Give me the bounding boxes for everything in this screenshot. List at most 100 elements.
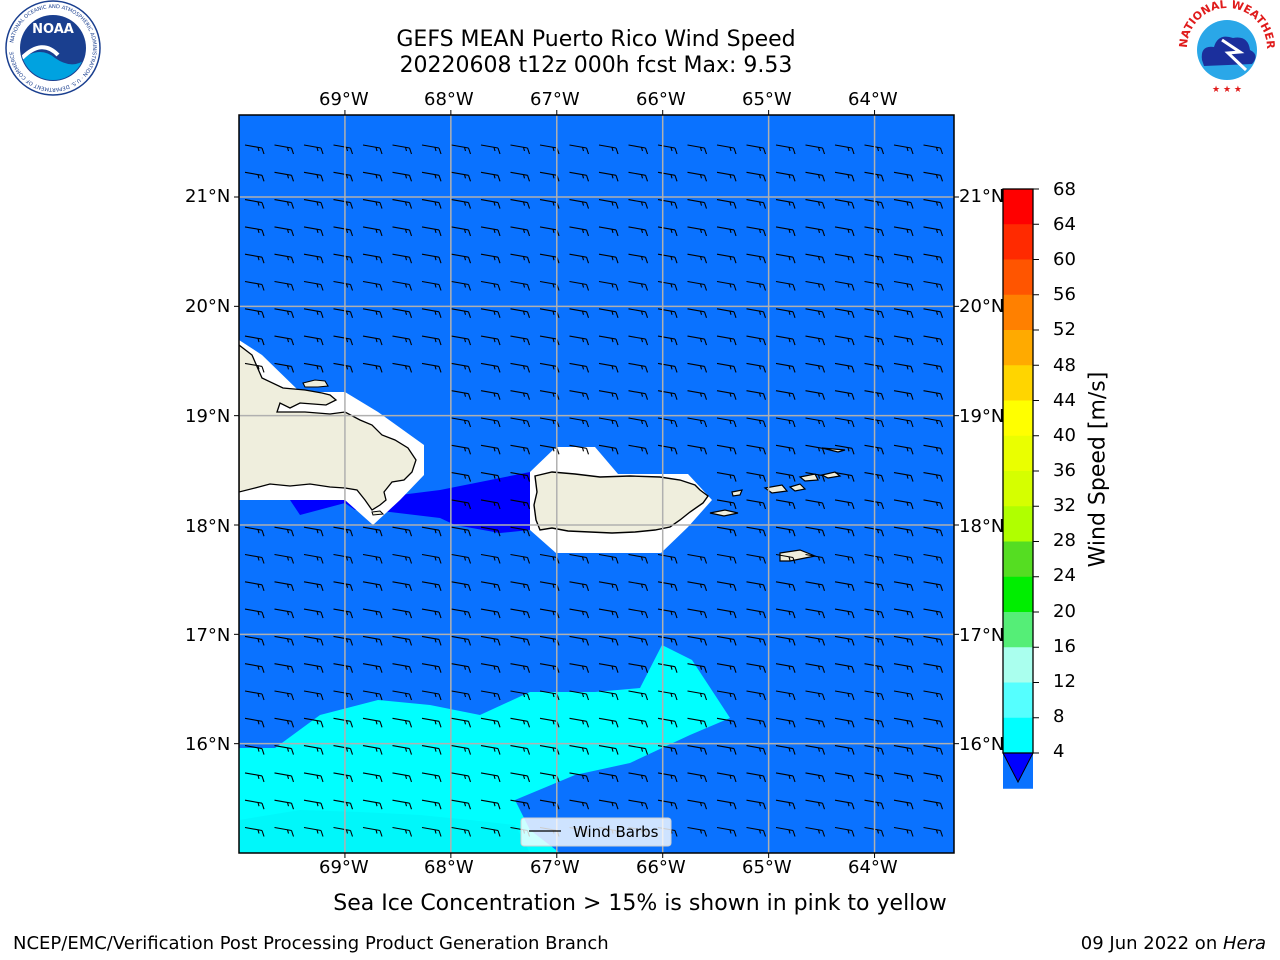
wind-barb [598, 608, 619, 619]
lat-label-left: 18°N [185, 516, 231, 537]
wind-barb [657, 335, 678, 346]
lon-label-bottom: 65°W [742, 857, 792, 878]
colorbar-swatch [1003, 717, 1033, 754]
wind-barb [834, 199, 855, 209]
wind-barb [657, 199, 678, 209]
wind-barb [451, 280, 472, 291]
wind-barb [716, 417, 737, 428]
wind-barb [362, 608, 383, 619]
colorbar-swatch [1003, 224, 1033, 260]
wind-barb [687, 745, 708, 755]
wind-barb [805, 444, 826, 455]
wind-barb [569, 608, 590, 619]
wind-barb [628, 581, 649, 591]
wind-barb [303, 308, 324, 318]
wind-barb [657, 745, 678, 755]
wind-barb [480, 144, 501, 155]
svg-text:NATIONAL WEATHER SERVICE: NATIONAL WEATHER SERVICE [0, 0, 1277, 50]
wind-barb [775, 171, 796, 182]
wind-barb [569, 144, 590, 155]
wind-barb [569, 171, 590, 182]
wind-barb [805, 499, 826, 510]
wind-barb [687, 444, 708, 455]
wind-barb [628, 717, 649, 728]
wind-barb [923, 772, 944, 783]
wind-barb [451, 499, 472, 510]
wind-barb [598, 663, 619, 673]
wind-barb [716, 690, 737, 701]
wind-barb [421, 635, 442, 646]
wind-barb [480, 253, 501, 264]
wind-contour-below-4 [290, 472, 530, 533]
small-islands [709, 447, 846, 562]
wind-barb [864, 553, 885, 564]
wind-barb [657, 635, 678, 646]
lon-label-bottom: 68°W [424, 857, 474, 878]
wind-barb [628, 553, 649, 564]
wind-barb [303, 772, 324, 783]
wind-barb [421, 199, 442, 209]
wind-barb [893, 608, 914, 619]
wind-barb [864, 526, 885, 537]
wind-barb [834, 745, 855, 755]
wind-barb [893, 717, 914, 728]
wind-barb [421, 253, 442, 264]
wind-barb [274, 253, 295, 264]
wind-barb [303, 362, 324, 373]
wind-barb [805, 663, 826, 673]
wind-barb [775, 581, 796, 591]
wind-barb [746, 690, 767, 701]
wind-barb [510, 799, 531, 810]
wind-barb [510, 745, 531, 755]
wind-barb [480, 171, 501, 182]
wind-barb [393, 855, 412, 864]
wind-barb [510, 144, 531, 155]
wind-barb [834, 335, 855, 346]
wind-barb [628, 608, 649, 619]
wind-barb [923, 553, 944, 564]
wind-barb [275, 855, 294, 864]
wind-barb [687, 171, 708, 182]
wind-barb [569, 745, 590, 755]
wind-barb [510, 362, 531, 373]
wind-barb [657, 608, 678, 619]
wind-barb [687, 199, 708, 209]
colorbar-tick: 44 [1053, 390, 1076, 411]
wind-barb [746, 472, 767, 482]
wind-barb [303, 335, 324, 346]
wind-barb [805, 253, 826, 264]
wind-barb [864, 171, 885, 182]
map-subtitle: 20220608 t12z 000h fcst Max: 9.53 [399, 53, 793, 78]
wind-barb [746, 826, 767, 837]
wind-barb [893, 280, 914, 291]
wind-barb [687, 826, 708, 837]
wind-barb [303, 690, 324, 701]
lat-label-left: 20°N [185, 296, 231, 317]
wind-barb [775, 444, 796, 455]
wind-barb [805, 226, 826, 237]
wind-barb [864, 335, 885, 346]
wind-barb [717, 855, 736, 864]
wind-barb [775, 308, 796, 318]
wind-barb [333, 362, 354, 373]
wind-barb [923, 444, 944, 455]
wind-barb [569, 717, 590, 728]
wind-barb [274, 226, 295, 237]
wind-barb [451, 581, 472, 591]
wind-barb [510, 608, 531, 619]
wind-barb [775, 390, 796, 400]
wind-barb [775, 199, 796, 209]
lon-label-top: 64°W [848, 89, 898, 110]
wind-barb [924, 855, 943, 864]
wind-barb [333, 553, 354, 564]
nws-ring-text: NATIONAL WEATHER SERVICE [0, 0, 1277, 50]
wind-barb [864, 390, 885, 400]
wind-barb [923, 826, 944, 837]
wind-barb [716, 608, 737, 619]
wind-barb [274, 717, 295, 728]
wind-barb [598, 444, 619, 455]
wind-barb [805, 472, 826, 482]
wind-barb [392, 144, 413, 155]
wind-barb [628, 144, 649, 155]
wind-barb [569, 253, 590, 264]
